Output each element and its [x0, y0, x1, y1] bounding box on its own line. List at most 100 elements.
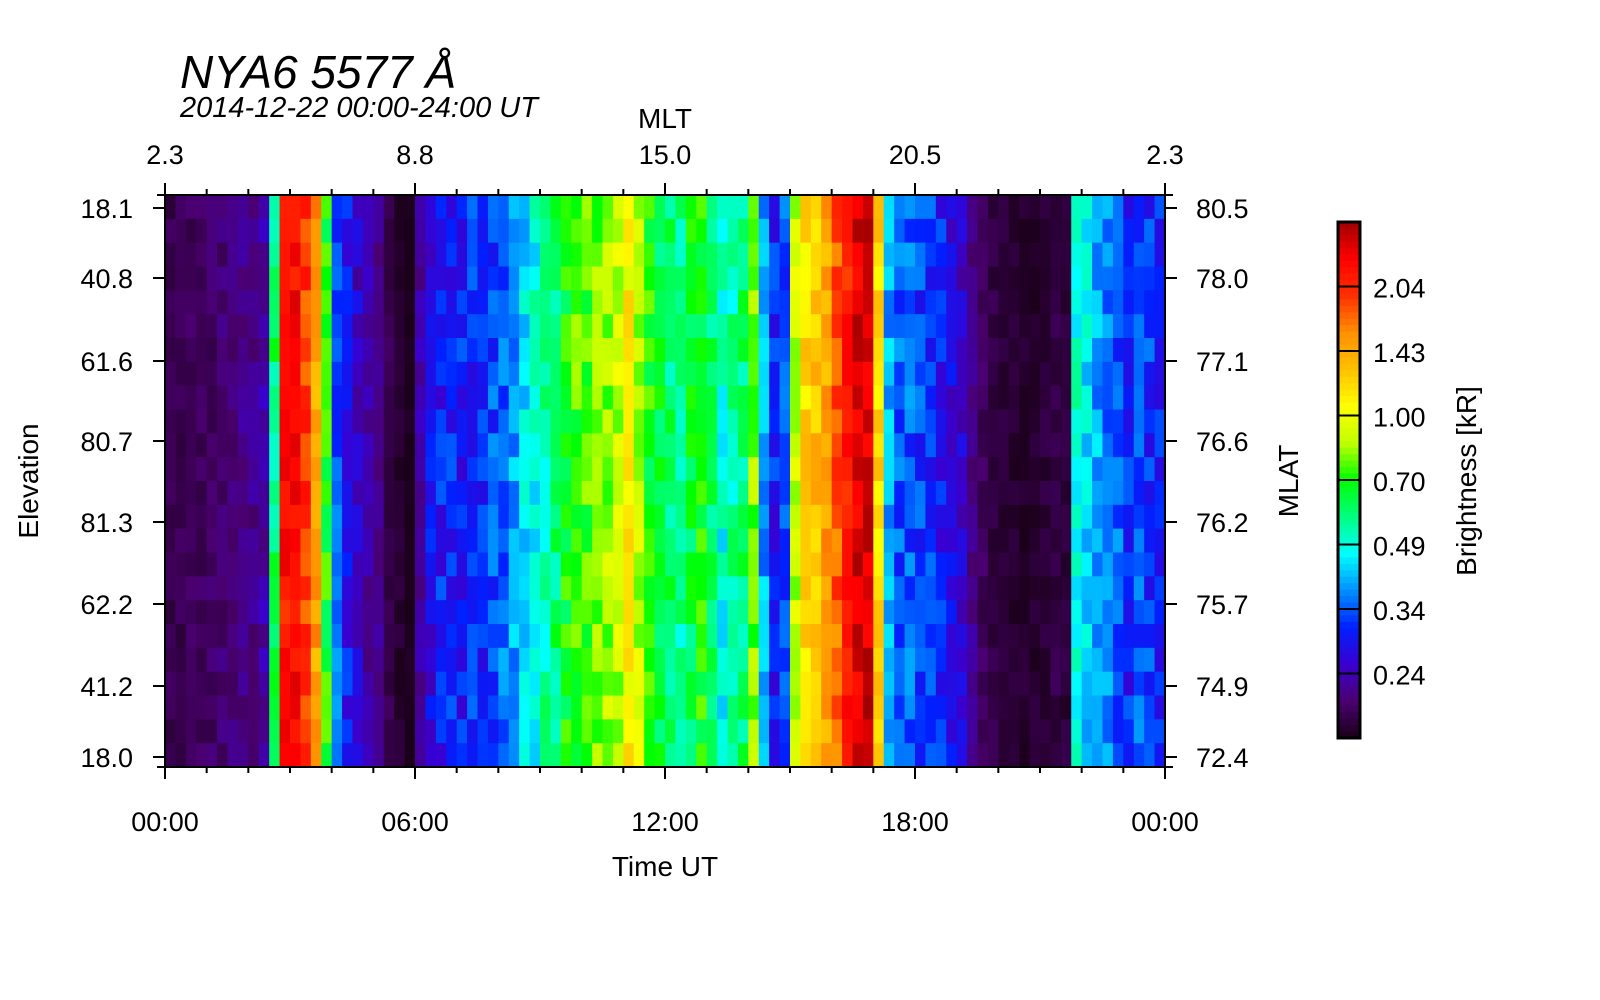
heatmap-cell [987, 647, 999, 673]
heatmap-cell [321, 290, 333, 315]
heatmap-cell [998, 433, 1010, 458]
heatmap-cell [415, 195, 427, 220]
heatmap-cell [915, 266, 927, 291]
colorbar-swatch [1338, 634, 1360, 642]
heatmap-cell [831, 385, 843, 411]
heatmap-cell [269, 576, 281, 601]
heatmap-cell [654, 242, 666, 268]
heatmap-cell [717, 504, 729, 530]
colorbar-swatch [1338, 299, 1360, 307]
heatmap-cell [810, 242, 822, 268]
y-tick-label-left: 81.3 [80, 508, 133, 538]
heatmap-cell [175, 528, 187, 554]
heatmap-cell [415, 552, 427, 577]
heatmap-cell [425, 218, 437, 244]
heatmap-cell [1144, 600, 1156, 625]
heatmap-cell [237, 481, 249, 506]
heatmap-cell [529, 528, 541, 554]
heatmap-cell [612, 314, 624, 339]
heatmap-cell [1060, 242, 1072, 268]
heatmap-cell [842, 552, 854, 577]
heatmap-cell [175, 624, 187, 649]
heatmap-cell [758, 743, 770, 768]
heatmap-cell [321, 647, 333, 673]
heatmap-cell [206, 743, 218, 768]
heatmap-cell [175, 195, 187, 220]
heatmap-cell [894, 457, 906, 482]
heatmap-cell [1060, 504, 1072, 530]
heatmap-cell [227, 576, 239, 601]
heatmap-cell [706, 242, 718, 268]
heatmap-cell [383, 576, 395, 601]
heatmap-cell [487, 433, 499, 458]
heatmap-cell [446, 695, 458, 720]
heatmap-cell [165, 695, 177, 720]
heatmap-cell [769, 504, 781, 530]
heatmap-cell [956, 457, 968, 482]
heatmap-cell [1092, 695, 1104, 720]
heatmap-cell [644, 433, 656, 458]
heatmap-cell [310, 552, 322, 577]
heatmap-cell [956, 218, 968, 244]
heatmap-cell [571, 409, 583, 434]
heatmap-cell [1112, 361, 1124, 387]
heatmap-cell [665, 385, 677, 411]
heatmap-cell [967, 433, 979, 458]
heatmap-cell [696, 743, 708, 768]
heatmap-cell [779, 600, 791, 625]
heatmap-cell [748, 195, 760, 220]
heatmap-cell [821, 552, 833, 577]
heatmap-cell [185, 457, 197, 482]
colorbar-swatch [1338, 383, 1360, 391]
heatmap-cell [852, 338, 864, 363]
heatmap-cell [748, 624, 760, 649]
heatmap-cell [779, 719, 791, 744]
heatmap-cell [258, 290, 270, 315]
heatmap-cell [1029, 338, 1041, 363]
heatmap-cell [540, 361, 552, 387]
heatmap-cell [550, 242, 562, 268]
heatmap-cell [1123, 576, 1135, 601]
heatmap-cell [852, 266, 864, 291]
heatmap-cell [769, 290, 781, 315]
heatmap-cell [1029, 266, 1041, 291]
colorbar-tick-label: 2.04 [1373, 274, 1426, 304]
heatmap-cell [821, 576, 833, 601]
heatmap-cell [321, 552, 333, 577]
heatmap-cell [1040, 552, 1052, 577]
heatmap-cell [394, 481, 406, 506]
heatmap-cell [279, 600, 291, 625]
heatmap-cell [227, 433, 239, 458]
heatmap-cell [977, 743, 989, 768]
heatmap-cell [925, 695, 937, 720]
heatmap-cell [185, 242, 197, 268]
heatmap-cell [685, 552, 697, 577]
y-tick-label-left: 18.0 [80, 743, 133, 773]
heatmap-cell [790, 433, 802, 458]
heatmap-cell [1071, 743, 1083, 768]
heatmap-cell [331, 314, 343, 339]
heatmap-cell [769, 385, 781, 411]
heatmap-cell [1029, 314, 1041, 339]
heatmap-cell [821, 504, 833, 530]
heatmap-cell [456, 290, 468, 315]
heatmap-cell [800, 290, 812, 315]
heatmap-cell [956, 242, 968, 268]
heatmap-cell [946, 695, 958, 720]
heatmap-cell [998, 743, 1010, 768]
heatmap-cell [321, 266, 333, 291]
heatmap-cell [727, 457, 739, 482]
colorbar-swatch [1338, 467, 1360, 475]
y-tick-label-right: 76.2 [1196, 508, 1249, 538]
heatmap-cell [769, 242, 781, 268]
heatmap-cell [654, 719, 666, 744]
heatmap-cell [1081, 576, 1093, 601]
heatmap-cell [425, 671, 437, 697]
heatmap-cell [529, 552, 541, 577]
heatmap-cell [300, 695, 312, 720]
heatmap-cell [935, 647, 947, 673]
heatmap-cell [612, 409, 624, 434]
heatmap-cell [1029, 576, 1041, 601]
heatmap-cell [352, 361, 364, 387]
